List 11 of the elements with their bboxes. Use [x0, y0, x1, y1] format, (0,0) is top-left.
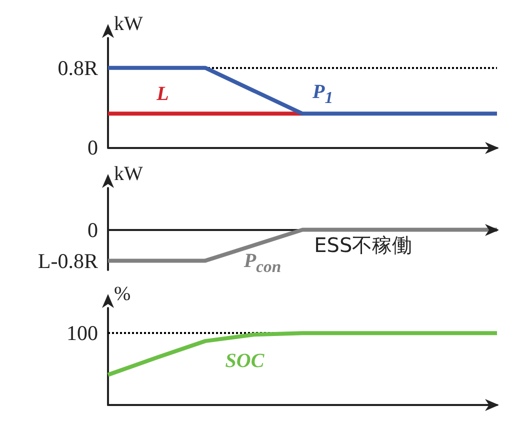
- series-label: L: [156, 82, 169, 106]
- y-axis-title: %: [114, 283, 131, 305]
- y-tick-label: 0.8R: [58, 56, 98, 80]
- text: L-0.8R: [38, 248, 98, 273]
- text: 100: [66, 321, 98, 346]
- series-label: P$_{con}$: [244, 249, 282, 278]
- annotation: ESS不稼働: [314, 232, 412, 259]
- y-axis-title: kW: [114, 163, 143, 185]
- series-label: P$_{1}$: [312, 80, 334, 109]
- series-label: SOC: [225, 349, 264, 374]
- y-axis-title: kW: [114, 13, 143, 35]
